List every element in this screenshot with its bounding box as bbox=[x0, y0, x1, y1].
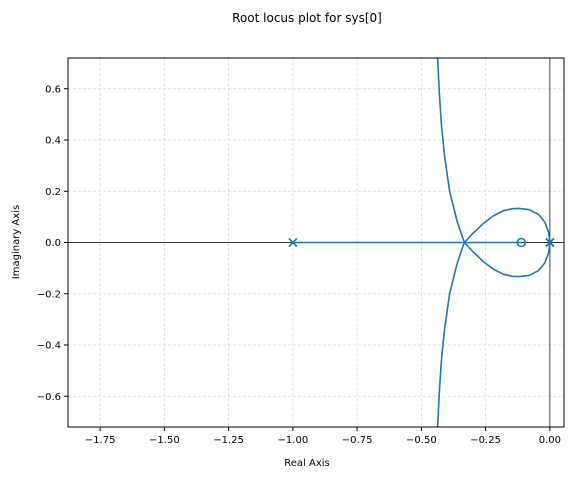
x-tick-label: −1.75 bbox=[85, 435, 116, 446]
x-tick-label: −0.50 bbox=[406, 435, 437, 446]
y-tick-label: 0.4 bbox=[45, 136, 61, 147]
y-tick-label: −0.4 bbox=[37, 341, 61, 352]
y-tick-label: −0.2 bbox=[37, 289, 61, 300]
x-tick-label: −1.25 bbox=[213, 435, 244, 446]
pole-stroke bbox=[288, 237, 298, 248]
locus-branches bbox=[292, 58, 551, 427]
locus-branch-5 bbox=[463, 241, 551, 278]
locus-branch-4 bbox=[463, 207, 551, 244]
pole-marker bbox=[288, 237, 298, 248]
y-tick-label: −0.6 bbox=[37, 392, 61, 403]
x-tick-label: 0.00 bbox=[539, 435, 561, 446]
y-tick-label: 0.2 bbox=[45, 187, 61, 198]
y-axis-label: Imaginary Axis bbox=[11, 205, 22, 279]
x-axis-ticks: −1.75 −1.50 −1.25 −1.00 −0.75 −0.50 −0.25 0.00 bbox=[85, 427, 561, 446]
y-axis-ticks: −0.6 −0.4 −0.2 0.0 0.2 0.4 0.6 bbox=[37, 84, 68, 403]
x-tick-label: −1.50 bbox=[149, 435, 180, 446]
x-tick-label: −0.25 bbox=[470, 435, 501, 446]
y-tick-label: 0.0 bbox=[45, 238, 61, 249]
x-tick-label: −1.00 bbox=[278, 435, 309, 446]
pole-zero-markers bbox=[288, 237, 555, 248]
y-tick-label: 0.6 bbox=[45, 84, 61, 95]
zero-marker bbox=[516, 237, 527, 248]
x-tick-label: −0.75 bbox=[342, 435, 373, 446]
locus-branch-2 bbox=[436, 58, 466, 244]
chart-title: Root locus plot for sys[0] bbox=[232, 11, 382, 25]
locus-branch-3 bbox=[436, 241, 466, 427]
pole-stroke bbox=[545, 237, 555, 248]
pole-marker bbox=[545, 237, 555, 248]
x-axis-label: Real Axis bbox=[284, 458, 329, 469]
